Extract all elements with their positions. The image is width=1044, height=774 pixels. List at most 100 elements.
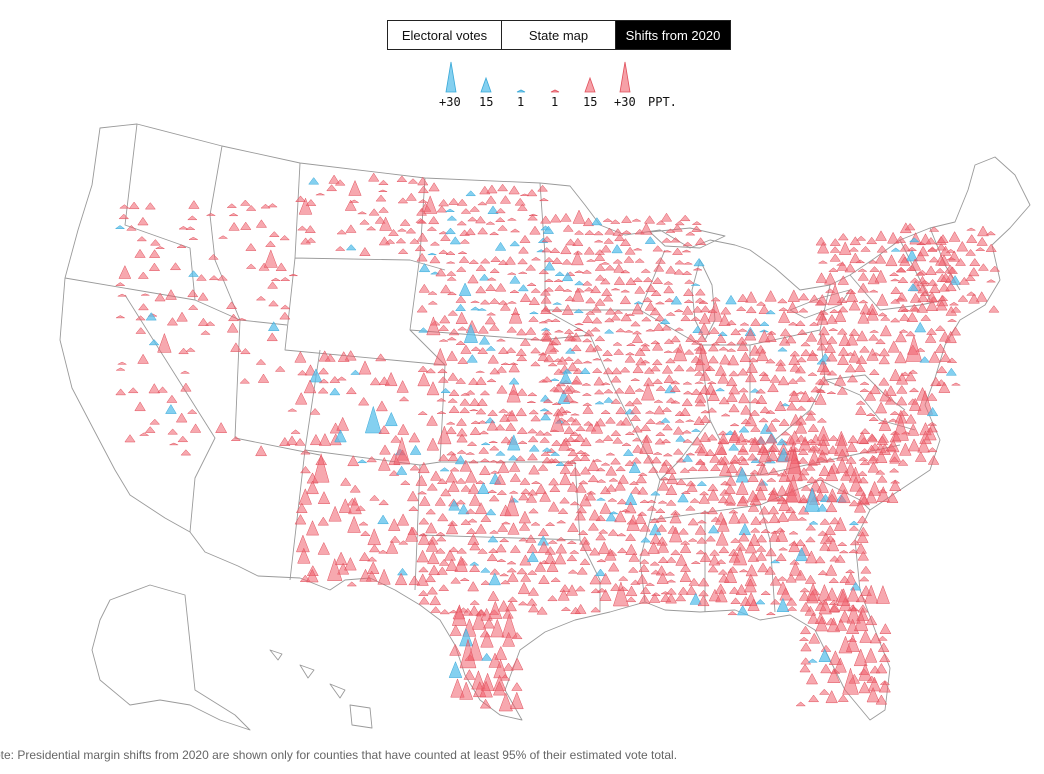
county-rep-shift-glyph — [747, 598, 760, 611]
county-rep-shift-glyph — [836, 296, 848, 303]
county-rep-shift-glyph — [875, 694, 888, 705]
county-rep-shift-glyph — [917, 292, 929, 302]
county-rep-shift-glyph — [405, 192, 417, 201]
county-rep-shift-glyph — [738, 387, 749, 393]
county-rep-shift-glyph — [794, 538, 806, 547]
tab-electoral-votes[interactable]: Electoral votes — [388, 21, 502, 49]
legend-label-rep-15: 15 — [583, 95, 598, 109]
county-rep-shift-glyph — [387, 228, 399, 236]
county-rep-shift-glyph — [167, 428, 179, 435]
county-rep-shift-glyph — [459, 638, 477, 669]
county-rep-shift-glyph — [275, 262, 287, 271]
county-rep-shift-glyph — [188, 236, 198, 240]
county-rep-shift-glyph — [436, 411, 446, 414]
county-rep-shift-glyph — [530, 480, 541, 484]
county-rep-shift-glyph — [630, 414, 641, 421]
county-rep-shift-glyph — [508, 306, 523, 324]
county-rep-shift-glyph — [865, 412, 877, 416]
county-rep-shift-glyph — [749, 527, 761, 533]
county-rep-shift-glyph — [604, 227, 616, 235]
county-rep-shift-glyph — [119, 204, 130, 209]
county-dem-shift-glyph — [487, 205, 499, 214]
county-rep-shift-glyph — [917, 438, 930, 453]
county-rep-shift-glyph — [604, 307, 617, 315]
county-rep-shift-glyph — [617, 474, 629, 484]
county-dem-shift-glyph — [457, 503, 470, 515]
county-rep-shift-glyph — [468, 605, 481, 616]
county-rep-shift-glyph — [517, 601, 529, 606]
footnote: ote: Presidential margin shifts from 202… — [0, 748, 678, 762]
county-rep-shift-glyph — [935, 243, 947, 251]
county-rep-shift-glyph — [858, 681, 871, 694]
county-rep-shift-glyph — [860, 245, 871, 252]
tab-shifts-from-2020[interactable]: Shifts from 2020 — [616, 21, 730, 49]
county-rep-shift-glyph — [471, 610, 487, 630]
county-rep-shift-glyph — [818, 309, 829, 315]
county-rep-shift-glyph — [868, 333, 879, 341]
county-rep-shift-glyph — [306, 480, 319, 495]
county-rep-shift-glyph — [326, 184, 338, 192]
county-rep-shift-glyph — [571, 375, 583, 385]
county-rep-shift-glyph — [685, 585, 698, 595]
county-rep-shift-glyph — [140, 293, 150, 296]
county-dem-shift-glyph — [165, 404, 177, 414]
county-rep-shift-glyph — [858, 456, 869, 461]
county-rep-shift-glyph — [435, 268, 447, 277]
county-dem-shift-glyph — [738, 522, 752, 536]
county-rep-shift-glyph — [186, 409, 198, 414]
county-rep-shift-glyph — [687, 466, 699, 471]
county-rep-shift-glyph — [640, 586, 652, 594]
county-rep-shift-glyph — [583, 246, 595, 255]
county-rep-shift-glyph — [425, 368, 437, 374]
county-rep-shift-glyph — [595, 514, 607, 522]
county-rep-shift-glyph — [601, 287, 613, 296]
county-rep-shift-glyph — [718, 313, 731, 326]
county-rep-shift-glyph — [566, 447, 576, 451]
county-rep-shift-glyph — [661, 237, 673, 243]
county-rep-shift-glyph — [336, 229, 347, 235]
county-rep-shift-glyph — [499, 302, 511, 311]
county-rep-shift-glyph — [844, 569, 856, 574]
county-rep-shift-glyph — [621, 230, 632, 234]
county-rep-shift-glyph — [829, 308, 840, 313]
county-rep-shift-glyph — [928, 256, 940, 263]
county-rep-shift-glyph — [317, 491, 331, 504]
county-rep-shift-glyph — [358, 551, 371, 561]
county-rep-shift-glyph — [895, 396, 908, 406]
county-rep-shift-glyph — [726, 462, 739, 474]
county-dem-shift-glyph — [579, 367, 591, 374]
county-rep-shift-glyph — [508, 362, 520, 373]
county-rep-shift-glyph — [829, 246, 841, 253]
county-rep-shift-glyph — [614, 233, 626, 242]
county-rep-shift-glyph — [946, 357, 958, 363]
county-rep-shift-glyph — [596, 587, 608, 593]
tab-state-map[interactable]: State map — [502, 21, 616, 49]
county-rep-shift-glyph — [396, 175, 408, 182]
county-rep-shift-glyph — [749, 425, 761, 432]
county-rep-shift-glyph — [638, 563, 650, 572]
county-rep-shift-glyph — [804, 412, 817, 421]
county-rep-shift-glyph — [814, 392, 827, 405]
county-rep-shift-glyph — [488, 494, 500, 502]
county-rep-shift-glyph — [842, 667, 859, 695]
county-rep-shift-glyph — [756, 462, 769, 476]
legend-label-rep-1: 1 — [551, 95, 559, 109]
county-rep-shift-glyph — [148, 249, 161, 258]
county-rep-shift-glyph — [867, 259, 879, 264]
county-rep-shift-glyph — [640, 268, 652, 273]
county-rep-shift-glyph — [795, 701, 806, 707]
county-rep-shift-glyph — [915, 242, 927, 246]
county-rep-shift-glyph — [516, 426, 528, 434]
legend-rep-30-icon — [619, 61, 631, 93]
county-rep-shift-glyph — [935, 254, 947, 266]
county-rep-shift-glyph — [634, 388, 645, 392]
county-rep-shift-glyph — [379, 444, 391, 455]
county-rep-shift-glyph — [573, 230, 585, 235]
county-rep-shift-glyph — [226, 203, 238, 208]
county-rep-shift-glyph — [669, 380, 681, 385]
county-rep-shift-glyph — [707, 381, 717, 384]
county-rep-shift-glyph — [818, 598, 832, 615]
county-rep-shift-glyph — [347, 455, 360, 467]
county-rep-shift-glyph — [294, 392, 308, 405]
county-rep-shift-glyph — [543, 256, 555, 263]
